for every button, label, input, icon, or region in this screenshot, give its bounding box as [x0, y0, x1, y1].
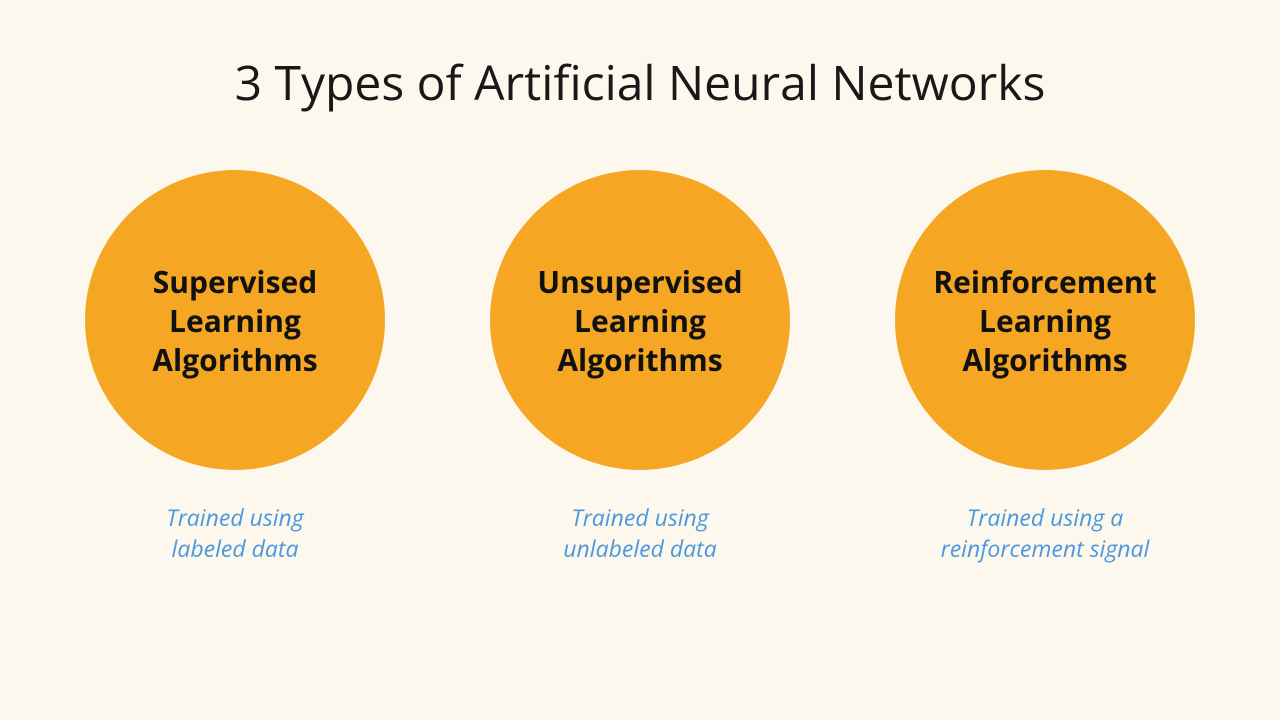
infographic-canvas: 3 Types of Artificial Neural Networks Su…: [0, 0, 1280, 720]
circle-label-supervised: Supervised Learning Algorithms: [152, 262, 317, 379]
caption-reinforcement: Trained using a reinforcement signal: [941, 502, 1150, 564]
circles-row: Supervised Learning Algorithms Trained u…: [0, 170, 1280, 564]
circle-label-reinforcement: Reinforcement Learning Algorithms: [933, 262, 1156, 379]
circle-supervised: Supervised Learning Algorithms: [85, 170, 385, 470]
circle-unsupervised: Unsupervised Learning Algorithms: [490, 170, 790, 470]
caption-unsupervised: Trained using unlabeled data: [563, 502, 716, 564]
circle-group-unsupervised: Unsupervised Learning Algorithms Trained…: [490, 170, 790, 564]
circle-group-reinforcement: Reinforcement Learning Algorithms Traine…: [895, 170, 1195, 564]
circle-reinforcement: Reinforcement Learning Algorithms: [895, 170, 1195, 470]
circle-label-unsupervised: Unsupervised Learning Algorithms: [537, 262, 742, 379]
infographic-title: 3 Types of Artificial Neural Networks: [235, 50, 1046, 115]
circle-group-supervised: Supervised Learning Algorithms Trained u…: [85, 170, 385, 564]
caption-supervised: Trained using labeled data: [166, 502, 304, 564]
